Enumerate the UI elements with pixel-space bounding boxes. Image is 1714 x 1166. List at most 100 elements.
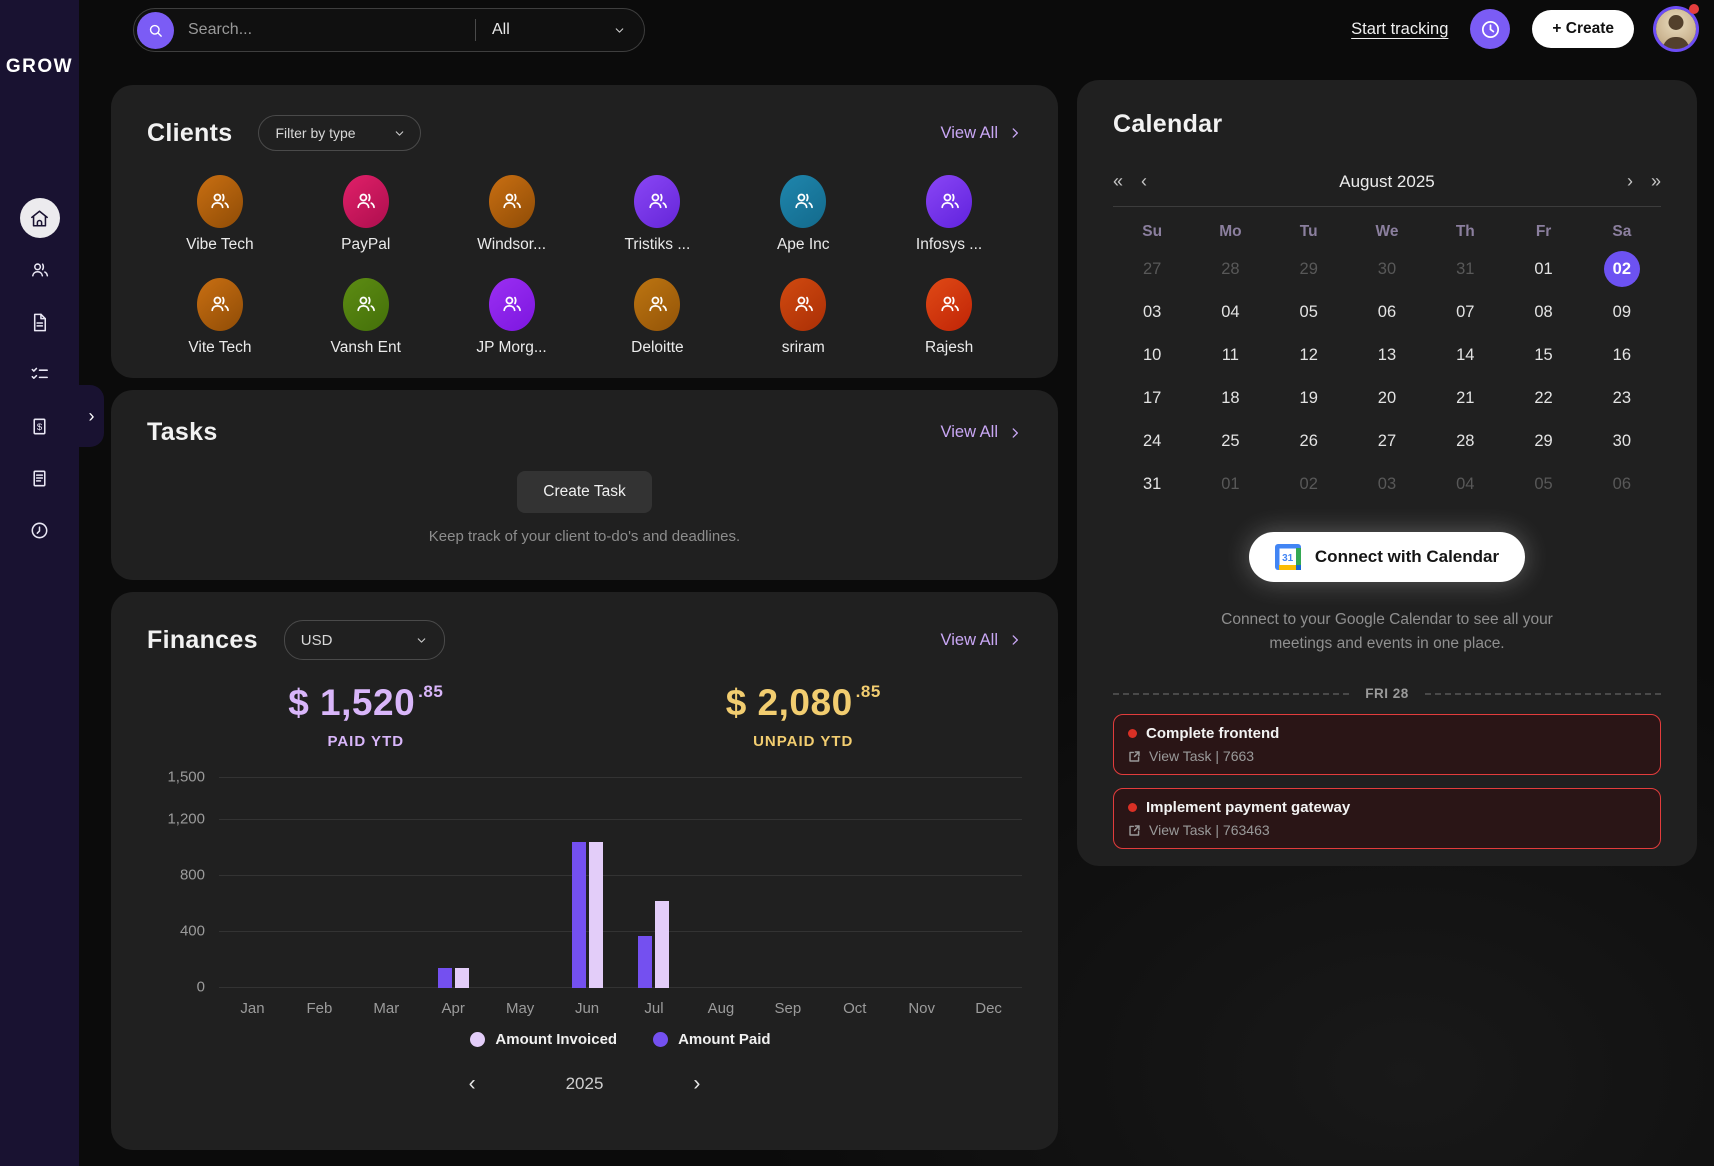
external-link-icon: [1129, 750, 1140, 762]
calendar-day[interactable]: 27: [1377, 431, 1397, 450]
client-item[interactable]: Vansh Ent: [293, 278, 439, 357]
sidebar-item-invoices[interactable]: $: [20, 406, 60, 446]
amount-paid-bar[interactable]: [437, 968, 452, 988]
calendar-day[interactable]: 14: [1456, 345, 1475, 364]
event-card[interactable]: Complete frontend View Task | 7663: [1113, 714, 1661, 776]
amount-paid-bar[interactable]: [638, 936, 653, 988]
create-button[interactable]: + Create: [1532, 10, 1634, 48]
sidebar-item-time[interactable]: [20, 510, 60, 550]
calendar-day[interactable]: 01: [1534, 259, 1553, 278]
calendar-day[interactable]: 31: [1142, 474, 1162, 493]
calendar-day[interactable]: 02: [1299, 474, 1318, 493]
prev-month-button[interactable]: ‹: [1141, 171, 1148, 191]
calendar-day[interactable]: 06: [1377, 302, 1397, 321]
calendar-day[interactable]: 12: [1299, 345, 1318, 364]
client-name: Vansh Ent: [330, 339, 401, 356]
create-task-button[interactable]: Create Task: [517, 471, 652, 513]
currency-dropdown[interactable]: USD: [283, 620, 445, 660]
client-item[interactable]: JP Morg...: [439, 278, 585, 357]
calendar-day[interactable]: 01: [1221, 474, 1240, 493]
start-tracking-link[interactable]: Start tracking: [1351, 19, 1449, 38]
calendar-day[interactable]: 04: [1221, 302, 1240, 321]
calendar-day[interactable]: 30: [1612, 431, 1632, 450]
calendar-day[interactable]: 31: [1456, 259, 1475, 278]
filter-by-type-dropdown[interactable]: Filter by type: [258, 115, 422, 151]
client-item[interactable]: PayPal: [293, 175, 439, 254]
event-card[interactable]: Implement payment gateway View Task | 76…: [1113, 788, 1661, 850]
calendar-day[interactable]: 21: [1456, 388, 1475, 407]
calendar-day[interactable]: 08: [1534, 302, 1553, 321]
calendar-day[interactable]: 28: [1456, 431, 1475, 450]
calendar-day[interactable]: 11: [1221, 345, 1239, 364]
calendar-day[interactable]: 29: [1299, 259, 1318, 278]
calendar-day[interactable]: 13: [1377, 345, 1397, 364]
prev-year-button[interactable]: ‹: [468, 1072, 476, 1095]
calendar-day[interactable]: 03: [1377, 474, 1397, 493]
sidebar-expand-button[interactable]: ›: [79, 385, 104, 447]
view-task-link[interactable]: View Task | 7663: [1128, 748, 1646, 764]
calendar-day[interactable]: 07: [1456, 302, 1475, 321]
client-item[interactable]: Infosys ...: [876, 175, 1022, 254]
next-year-button[interactable]: ›: [693, 1072, 701, 1095]
sidebar-item-tasks[interactable]: [20, 354, 60, 394]
time-tracker-button[interactable]: [1470, 9, 1511, 49]
calendar-day[interactable]: 05: [1299, 302, 1318, 321]
client-item[interactable]: Rajesh: [876, 278, 1022, 357]
notification-dot: [1689, 4, 1699, 14]
clients-grid: Vibe Tech PayPal Windsor... Tristiks ... Ape…: [147, 175, 1022, 357]
client-item[interactable]: Vibe Tech: [147, 175, 293, 254]
calendar-day[interactable]: 10: [1142, 345, 1162, 364]
client-name: Rajesh: [924, 339, 974, 356]
next-month-button[interactable]: ›: [1626, 171, 1633, 191]
calendar-day[interactable]: 16: [1612, 345, 1632, 364]
amount-invoiced-bar[interactable]: [655, 901, 670, 988]
calendar-day-selected[interactable]: 02: [1603, 251, 1640, 287]
avatar[interactable]: [1656, 4, 1699, 49]
sidebar-item-clients[interactable]: [20, 250, 60, 290]
client-item[interactable]: Tristiks ...: [584, 175, 730, 254]
calendar-day[interactable]: 18: [1221, 388, 1240, 407]
calendar-day[interactable]: 29: [1534, 431, 1553, 450]
prev-year-button[interactable]: «: [1113, 171, 1124, 191]
calendar-day[interactable]: 25: [1221, 431, 1240, 450]
next-year-button[interactable]: »: [1650, 171, 1661, 191]
sidebar-item-receipts[interactable]: [20, 458, 60, 498]
search-input[interactable]: [174, 21, 475, 39]
connect-calendar-button[interactable]: 31 Connect with Calendar: [1248, 532, 1526, 582]
calendar-day[interactable]: 04: [1456, 474, 1475, 493]
tasks-view-all-link[interactable]: View All: [941, 423, 1022, 442]
client-item[interactable]: Windsor...: [439, 175, 585, 254]
search-icon[interactable]: [137, 11, 174, 49]
calendar-day[interactable]: 20: [1377, 388, 1397, 407]
finances-view-all-link[interactable]: View All: [941, 631, 1022, 650]
calendar-day[interactable]: 09: [1612, 302, 1632, 321]
sidebar-item-documents[interactable]: [20, 302, 60, 342]
calendar-day[interactable]: 22: [1534, 388, 1553, 407]
sidebar-item-home[interactable]: [19, 198, 60, 238]
calendar-day[interactable]: 06: [1612, 474, 1632, 493]
client-item[interactable]: Vite Tech: [147, 278, 293, 357]
amount-invoiced-bar[interactable]: [454, 968, 469, 988]
calendar-day[interactable]: 23: [1612, 388, 1632, 407]
calendar-day[interactable]: 24: [1142, 431, 1162, 450]
x-axis-label: Apr: [441, 1000, 465, 1017]
calendar-day[interactable]: 19: [1299, 388, 1318, 407]
calendar-day[interactable]: 28: [1221, 259, 1240, 278]
client-item[interactable]: sriram: [730, 278, 876, 357]
client-item[interactable]: Deloitte: [584, 278, 730, 357]
search-filter-dropdown[interactable]: All: [476, 21, 644, 39]
calendar-day[interactable]: 03: [1142, 302, 1162, 321]
calendar-day[interactable]: 30: [1377, 259, 1397, 278]
calendar-day[interactable]: 17: [1142, 388, 1162, 407]
view-task-link[interactable]: View Task | 763463: [1128, 822, 1646, 838]
amount-paid-bar[interactable]: [571, 842, 586, 988]
chart-bar-group: [487, 778, 554, 988]
amount-invoiced-bar[interactable]: [588, 842, 603, 988]
clients-view-all-link[interactable]: View All: [941, 124, 1022, 143]
calendar-day[interactable]: 05: [1534, 474, 1553, 493]
client-item[interactable]: Ape Inc: [730, 175, 876, 254]
calendar-day[interactable]: 27: [1142, 259, 1162, 278]
client-avatar: [342, 175, 389, 228]
calendar-day[interactable]: 15: [1534, 345, 1553, 364]
calendar-day[interactable]: 26: [1299, 431, 1318, 450]
